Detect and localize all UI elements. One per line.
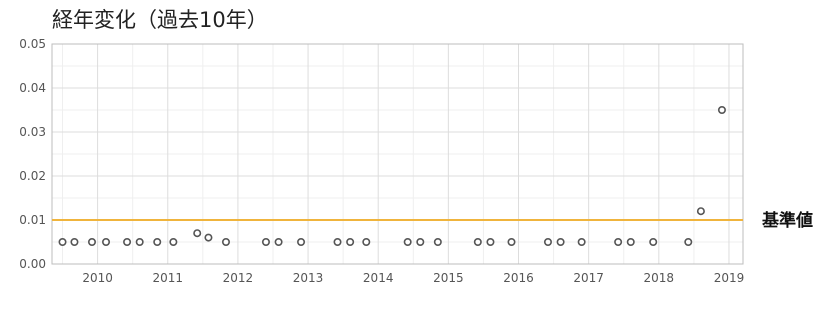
data-point [614, 238, 623, 247]
data-point [297, 238, 306, 247]
data-point [169, 238, 178, 247]
x-axis-ticks: 2010 2011 2012 2013 2014 2015 2016 2017 2018 2019 [82, 271, 744, 285]
data-point [649, 238, 658, 247]
data-point [221, 238, 230, 247]
data-point [346, 238, 355, 247]
data-point [507, 238, 516, 247]
minor-gridlines [52, 44, 743, 264]
x-tick-label: 2011 [152, 271, 183, 285]
x-tick-label: 2013 [293, 271, 324, 285]
data-point [333, 238, 342, 247]
data-point [433, 238, 442, 247]
data-point [486, 238, 495, 247]
y-tick-label: 0.03 [19, 125, 46, 139]
data-point [70, 238, 79, 247]
x-tick-label: 2010 [82, 271, 113, 285]
data-point [193, 229, 202, 238]
data-point [626, 238, 635, 247]
data-point [58, 238, 67, 247]
x-tick-label: 2018 [644, 271, 675, 285]
data-point [274, 238, 283, 247]
data-point [135, 238, 144, 247]
x-tick-label: 2012 [223, 271, 254, 285]
data-point [543, 238, 552, 247]
y-axis-ticks: 0.00 0.01 0.02 0.03 0.04 0.05 [19, 37, 46, 271]
data-point [204, 233, 213, 242]
data-point [696, 207, 705, 216]
y-tick-label: 0.04 [19, 81, 46, 95]
y-tick-label: 0.00 [19, 257, 46, 271]
chart-title: 経年変化（過去10年） [52, 8, 268, 32]
data-point [577, 238, 586, 247]
data-point [717, 106, 726, 115]
data-point [362, 238, 371, 247]
data-point [556, 238, 565, 247]
data-point [403, 238, 412, 247]
data-points [58, 106, 726, 247]
data-point [153, 238, 162, 247]
y-tick-label: 0.02 [19, 169, 46, 183]
data-point [473, 238, 482, 247]
x-tick-label: 2019 [714, 271, 745, 285]
data-point [87, 238, 96, 247]
x-tick-label: 2016 [503, 271, 534, 285]
x-tick-label: 2017 [573, 271, 604, 285]
x-tick-label: 2014 [363, 271, 394, 285]
y-tick-label: 0.05 [19, 37, 46, 51]
reference-label: 基準値 [761, 210, 813, 231]
data-point [102, 238, 111, 247]
y-tick-label: 0.01 [19, 213, 46, 227]
data-point [261, 238, 270, 247]
data-point [684, 238, 693, 247]
data-point [416, 238, 425, 247]
data-point [123, 238, 132, 247]
plot-frame [51, 43, 744, 265]
x-tick-label: 2015 [433, 271, 464, 285]
